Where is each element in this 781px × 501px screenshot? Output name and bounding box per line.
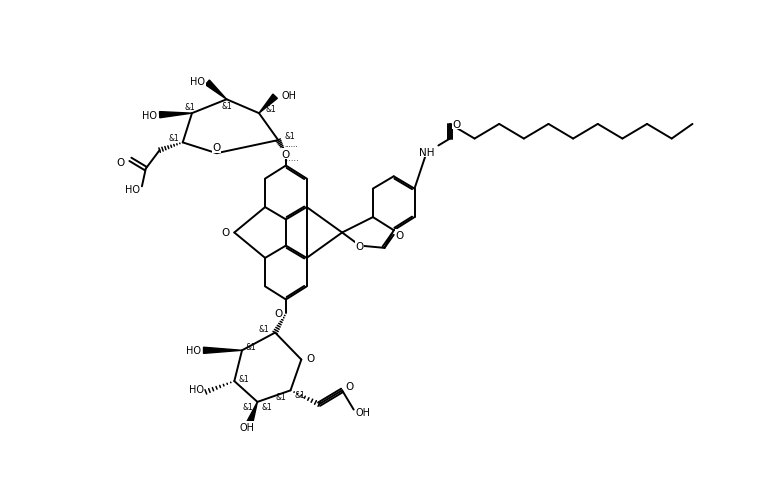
Text: O: O xyxy=(221,228,229,238)
Text: O: O xyxy=(453,120,461,130)
Text: O: O xyxy=(355,241,364,251)
Text: HO: HO xyxy=(188,384,204,394)
Text: ......: ...... xyxy=(284,154,299,163)
Polygon shape xyxy=(204,348,242,354)
Text: &1: &1 xyxy=(221,102,232,111)
Text: HO: HO xyxy=(190,77,205,87)
Text: &1: &1 xyxy=(259,325,269,334)
Text: NH: NH xyxy=(419,147,434,157)
Text: &1: &1 xyxy=(238,375,249,384)
Polygon shape xyxy=(159,112,192,119)
Text: &1: &1 xyxy=(265,105,276,114)
Text: O: O xyxy=(212,143,221,153)
Text: ......: ...... xyxy=(284,142,298,148)
Text: O: O xyxy=(306,353,314,363)
Text: &1: &1 xyxy=(243,402,254,411)
Text: OH: OH xyxy=(281,91,296,101)
Text: &1: &1 xyxy=(262,402,272,411)
Text: O: O xyxy=(116,158,124,168)
Polygon shape xyxy=(205,81,226,100)
Text: HO: HO xyxy=(186,346,201,356)
Text: OH: OH xyxy=(240,422,255,432)
Text: &1: &1 xyxy=(184,103,195,112)
Text: &1: &1 xyxy=(276,392,287,401)
Text: HO: HO xyxy=(142,110,157,120)
Text: &1: &1 xyxy=(284,132,295,141)
Text: HO: HO xyxy=(125,184,140,194)
Text: &1: &1 xyxy=(168,134,179,143)
Text: OH: OH xyxy=(356,407,371,417)
Polygon shape xyxy=(247,402,258,424)
Text: O: O xyxy=(345,381,354,391)
Polygon shape xyxy=(259,95,277,114)
Text: O: O xyxy=(396,230,404,240)
Text: O: O xyxy=(282,150,290,160)
Text: &1: &1 xyxy=(294,391,305,400)
Text: O: O xyxy=(274,309,283,319)
Text: &1: &1 xyxy=(246,342,257,351)
